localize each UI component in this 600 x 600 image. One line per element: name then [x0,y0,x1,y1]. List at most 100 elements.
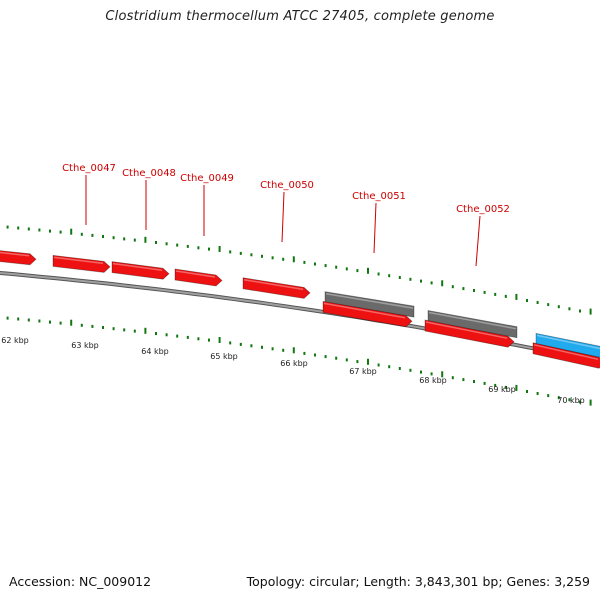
cds-arrow-shine [425,321,508,339]
lower-tick [515,384,518,391]
lower-tick [483,381,486,385]
lower-tick [197,337,200,341]
lower-tick [261,345,263,349]
upper-tick [112,236,115,240]
upper-tick [261,254,263,258]
cds-arrow [424,319,515,348]
upper-tick [186,244,189,248]
feature-track [0,250,600,369]
upper-tick [324,264,327,268]
upper-tick-marks [6,225,592,315]
upper-tick [314,262,316,266]
lower-tick [27,318,30,322]
upper-tick [367,267,369,274]
lower-tick [70,319,73,326]
upper-tick [155,241,157,244]
scale-label: 65 kbp [210,352,238,361]
lower-tick [324,355,327,359]
gene-label: Cthe_0049 [180,173,234,184]
lower-tick [133,329,136,333]
upper-tick [547,303,550,307]
gene-label: Cthe_0050 [260,180,314,191]
gene-labels: Cthe_0047 Cthe_0048 Cthe_0049 Cthe_0050 Cthe… [62,163,510,215]
lower-tick [49,320,51,324]
lower-tick-marks [6,316,592,406]
accession-text: Accession: NC_009012 [9,574,152,589]
upper-tick [568,307,571,311]
upper-tick [377,272,380,276]
lower-tick [6,316,9,320]
gene-label: Cthe_0052 [456,204,510,215]
upper-tick [102,235,104,238]
lower-tick [123,328,126,332]
upper-tick [420,279,422,283]
lower-tick [409,368,412,372]
lower-tick [589,399,592,406]
cds-arrow-shine [323,302,406,319]
lower-tick [176,334,179,338]
upper-tick [441,280,444,287]
scale-label: 67 kbp [349,367,377,376]
scale-label: 64 kbp [141,347,169,356]
lower-tick [367,358,369,365]
lower-tick [335,356,338,360]
cds-arrow-shine [53,256,104,265]
scale-label: 63 kbp [71,341,99,350]
lower-tick [112,327,115,331]
lower-tick [579,400,581,404]
upper-tick [409,277,412,281]
gene-label: Cthe_0047 [62,163,116,174]
scale-label: 62 kbp [1,336,29,345]
gray-feature-block-shine [325,292,414,309]
cds-arrow [111,261,170,280]
cds-arrow [0,250,37,266]
upper-tick [398,276,401,279]
lower-tick [303,351,306,355]
lower-tick [345,358,348,362]
upper-tick [494,292,497,296]
upper-tick [526,299,528,302]
cds-arrow-shine [175,270,216,278]
upper-tick [165,242,168,246]
lower-tick [165,333,168,337]
lower-tick [186,335,189,339]
lower-tick [494,383,497,387]
upper-tick [27,227,30,231]
gray-feature-block [427,310,518,339]
lower-tick [398,367,401,370]
lower-tick [441,371,444,378]
upper-tick [49,229,51,233]
lower-tick [504,385,507,389]
upper-tick [303,260,306,264]
scale-labels: 62 kbp 63 kbp 64 kbp 65 kbp 66 kbp 67 kbp 68 k… [1,336,585,405]
upper-tick [250,253,253,257]
cds-arrow [242,277,311,299]
label-leader-line [281,191,285,243]
upper-tick [292,256,295,263]
lower-tick [377,363,380,367]
upper-tick [271,256,274,260]
upper-tick [38,228,41,232]
lower-tick [314,353,316,357]
scale-label: 69 kbp [488,385,516,394]
upper-tick [91,233,94,237]
upper-tick [579,309,581,313]
upper-tick [70,228,73,235]
lower-tick [473,380,475,383]
gray-feature-block [324,291,415,318]
upper-tick [176,243,179,247]
upper-tick [504,294,507,298]
upper-tick [430,281,433,285]
upper-tick [473,289,475,292]
rna-feature-block-shine [536,334,600,350]
upper-tick [229,250,232,254]
lower-tick [536,392,539,395]
lower-tick [91,324,94,328]
upper-tick [356,269,359,273]
upper-tick [59,230,62,234]
lower-tick [451,376,454,380]
lower-tick [80,323,83,327]
upper-tick [536,301,539,304]
upper-tick [218,246,221,252]
cds-arrow-shine [0,251,30,257]
